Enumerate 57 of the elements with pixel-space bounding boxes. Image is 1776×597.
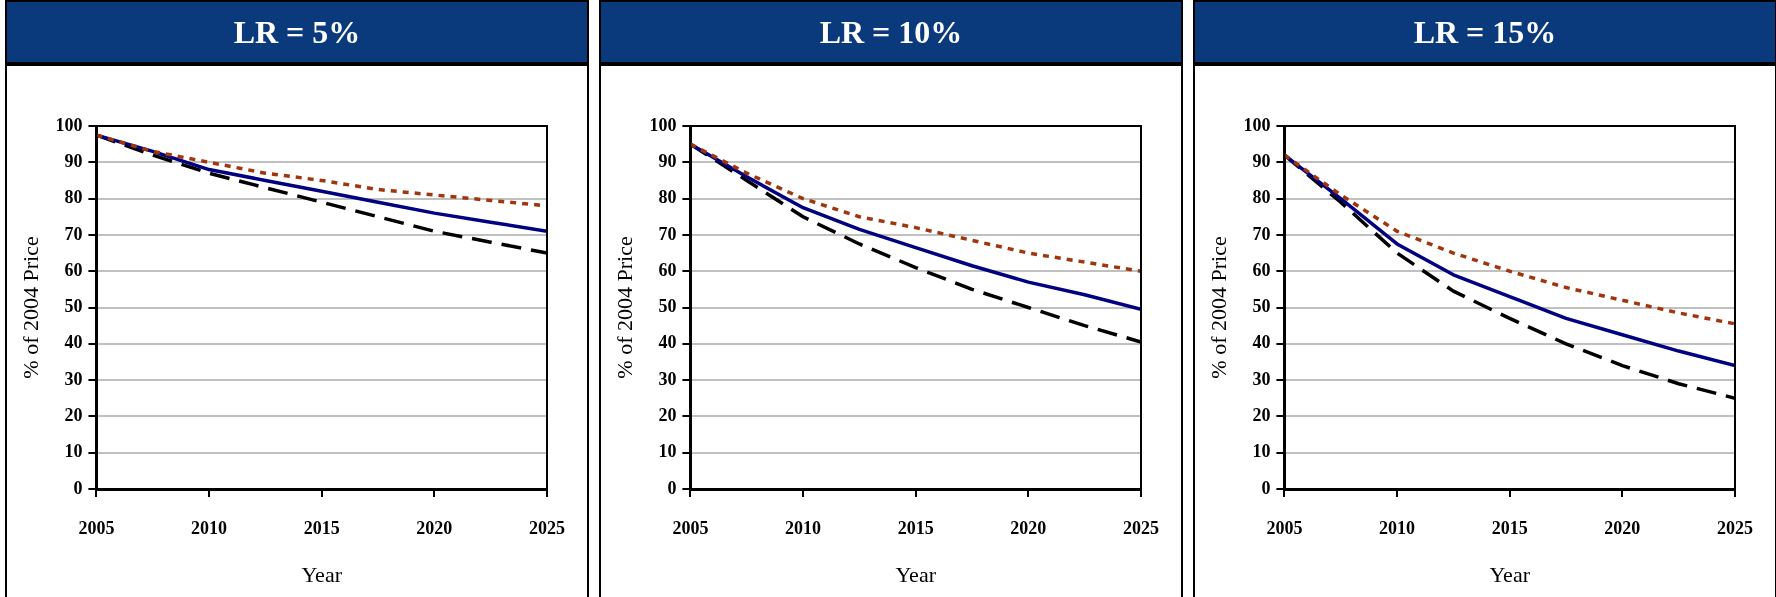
y-tick-label: 0 [73, 477, 83, 498]
x-tick-label: 2020 [416, 518, 453, 539]
x-tick-label: 2020 [1604, 518, 1641, 539]
x-tick-label: 2020 [1010, 518, 1047, 539]
y-tick-label: 90 [658, 150, 677, 171]
x-tick-label: 2025 [529, 518, 565, 539]
y-tick-label: 10 [64, 441, 83, 462]
chart-title: LR = 15% [1193, 0, 1776, 64]
y-tick-label: 90 [1252, 150, 1271, 171]
x-tick-label: 2015 [1491, 518, 1528, 539]
y-tick-label: 80 [64, 187, 83, 208]
y-tick-label: 70 [658, 223, 677, 244]
x-axis-title: Year [1489, 561, 1531, 587]
y-tick-label: 30 [64, 368, 83, 389]
chart-title: LR = 5% [5, 0, 589, 64]
y-tick-label: 90 [64, 150, 83, 171]
y-tick-label: 60 [1252, 259, 1271, 280]
y-tick-label: 50 [1252, 296, 1271, 317]
x-tick-label: 2010 [785, 518, 822, 539]
x-axis-title: Year [301, 561, 343, 587]
y-tick-label: 0 [1261, 477, 1271, 498]
x-tick-label: 2025 [1717, 518, 1753, 539]
y-tick-label: 30 [1252, 368, 1271, 389]
x-tick-label: 2025 [1123, 518, 1159, 539]
x-tick-label: 2015 [897, 518, 934, 539]
y-tick-label: 20 [1252, 405, 1271, 426]
x-tick-label: 2005 [672, 518, 709, 539]
x-axis-title: Year [895, 561, 937, 587]
y-tick-label: 20 [64, 405, 83, 426]
y-tick-label: 80 [1252, 187, 1271, 208]
y-tick-label: 60 [64, 259, 83, 280]
y-tick-label: 70 [1252, 223, 1271, 244]
y-tick-label: 10 [658, 441, 677, 462]
y-tick-label: 60 [658, 259, 677, 280]
y-tick-label: 10 [1252, 441, 1271, 462]
y-tick-label: 100 [55, 114, 83, 135]
y-tick-label: 0 [667, 477, 677, 498]
y-axis-title: % of 2004 Price [17, 236, 43, 379]
y-tick-label: 80 [658, 187, 677, 208]
y-tick-label: 70 [64, 223, 83, 244]
x-tick-label: 2005 [1266, 518, 1303, 539]
chart-title: LR = 10% [599, 0, 1183, 64]
y-tick-label: 40 [64, 332, 83, 353]
y-tick-label: 100 [649, 114, 677, 135]
y-axis-title: % of 2004 Price [1205, 236, 1231, 379]
x-tick-label: 2010 [1379, 518, 1416, 539]
y-axis-title: % of 2004 Price [611, 236, 637, 379]
x-tick-label: 2015 [303, 518, 340, 539]
y-tick-label: 40 [658, 332, 677, 353]
y-tick-label: 50 [658, 296, 677, 317]
y-tick-label: 100 [1243, 114, 1271, 135]
y-tick-label: 30 [658, 368, 677, 389]
y-tick-label: 50 [64, 296, 83, 317]
y-tick-label: 20 [658, 405, 677, 426]
x-tick-label: 2005 [78, 518, 115, 539]
y-tick-label: 40 [1252, 332, 1271, 353]
x-tick-label: 2010 [191, 518, 228, 539]
